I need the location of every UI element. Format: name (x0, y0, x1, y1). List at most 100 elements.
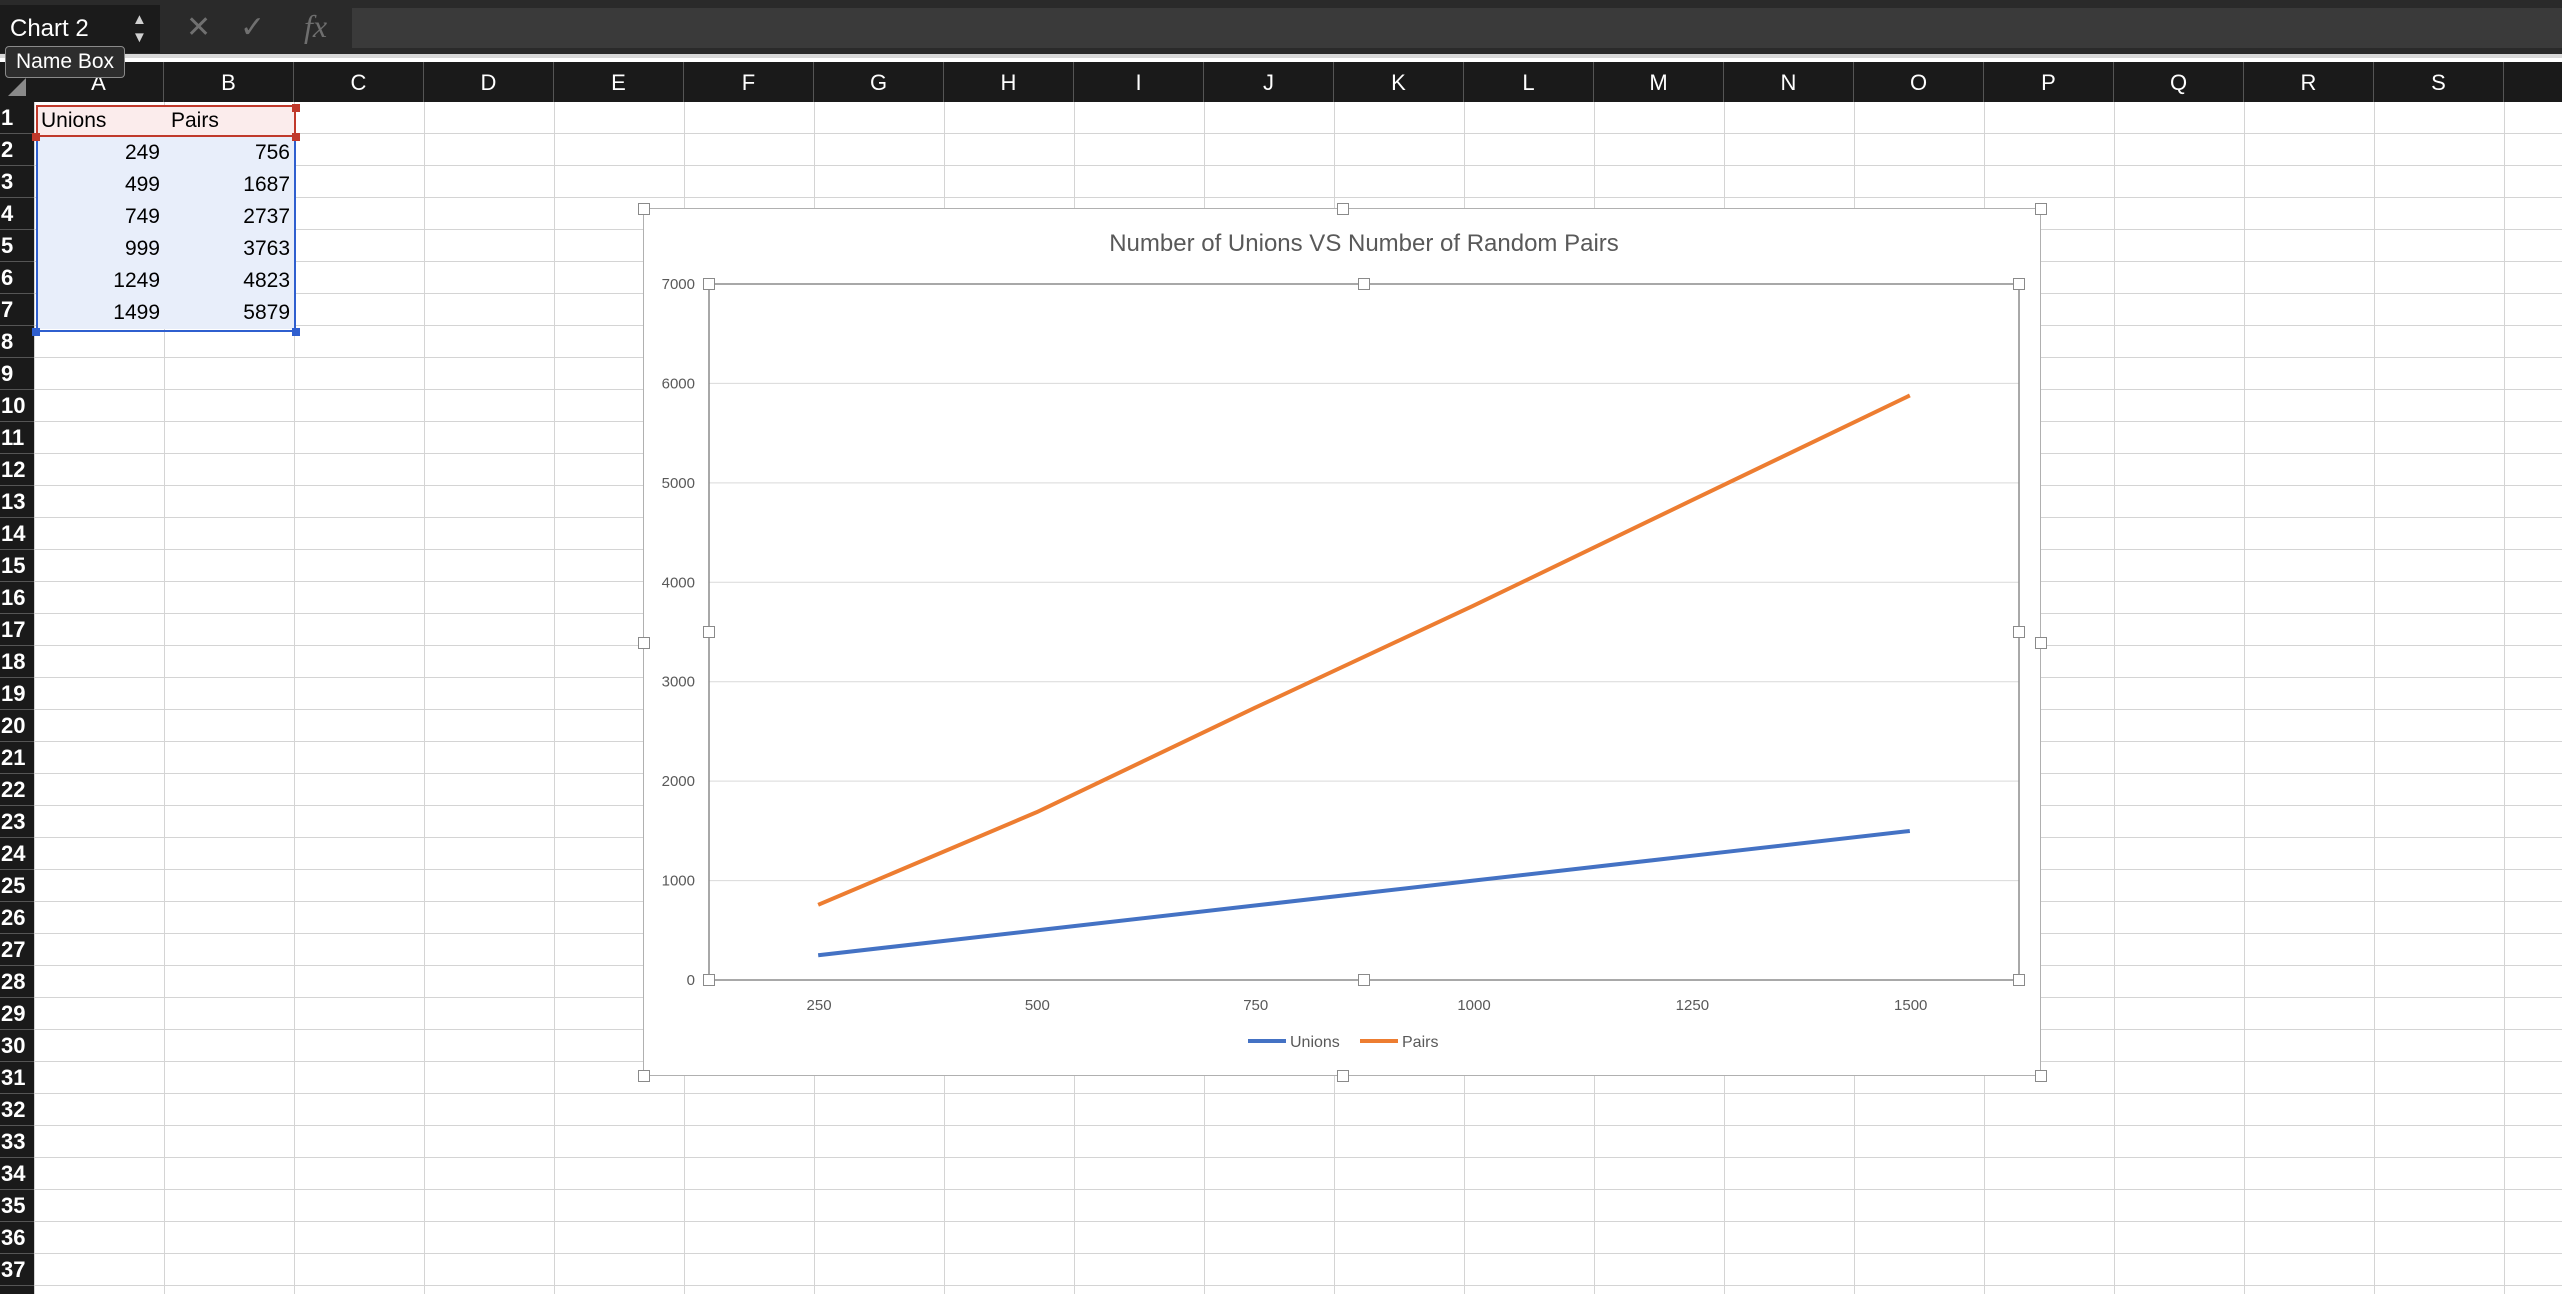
cell-value[interactable]: 1249 (36, 265, 166, 297)
function-icon[interactable]: fx (304, 8, 328, 44)
column-header-l[interactable]: L (1464, 62, 1594, 102)
row-header-26[interactable]: 26 (0, 902, 34, 934)
column-header-c[interactable]: C (294, 62, 424, 102)
row-header-5[interactable]: 5 (0, 230, 34, 262)
row-header-30[interactable]: 30 (0, 1030, 34, 1062)
plot-area-resize-handle[interactable] (703, 974, 715, 986)
plot-area-resize-handle[interactable] (2013, 278, 2025, 290)
plot-area-resize-handle[interactable] (1358, 278, 1370, 290)
y-tick-label: 7000 (662, 276, 695, 293)
row-header-2[interactable]: 2 (0, 134, 34, 166)
row-header-19[interactable]: 19 (0, 678, 34, 710)
row-header-3[interactable]: 3 (0, 166, 34, 198)
plot-area-resize-handle[interactable] (1358, 974, 1370, 986)
cell-value[interactable]: 3763 (166, 233, 296, 265)
check-icon[interactable]: ✓ (240, 11, 266, 44)
chart-frame[interactable]: Number of Unions VS Number of Random Pai… (638, 203, 2047, 1082)
column-header-b[interactable]: B (164, 62, 294, 102)
column-header-f[interactable]: F (684, 62, 814, 102)
row-header-16[interactable]: 16 (0, 582, 34, 614)
row-header-31[interactable]: 31 (0, 1062, 34, 1094)
column-header-p[interactable]: P (1984, 62, 2114, 102)
select-all-button[interactable] (0, 62, 34, 102)
row-header-21[interactable]: 21 (0, 742, 34, 774)
column-header-r[interactable]: R (2244, 62, 2374, 102)
column-header-o[interactable]: O (1854, 62, 1984, 102)
chart-resize-handle[interactable] (638, 1070, 650, 1082)
column-header-g[interactable]: G (814, 62, 944, 102)
cell-header[interactable]: Pairs (166, 105, 296, 137)
chart-resize-handle[interactable] (2035, 1070, 2047, 1082)
cell-value[interactable]: 4823 (166, 265, 296, 297)
row-header-12[interactable]: 12 (0, 454, 34, 486)
row-header-13[interactable]: 13 (0, 486, 34, 518)
cell-value[interactable]: 756 (166, 137, 296, 169)
column-header-i[interactable]: I (1074, 62, 1204, 102)
column-header-d[interactable]: D (424, 62, 554, 102)
selection-handle[interactable] (292, 104, 300, 112)
row-header-9[interactable]: 9 (0, 358, 34, 390)
row-header-28[interactable]: 28 (0, 966, 34, 998)
row-header-29[interactable]: 29 (0, 998, 34, 1030)
row-header-7[interactable]: 7 (0, 294, 34, 326)
name-box[interactable]: Chart 2 ▲ ▼ (0, 5, 160, 53)
column-header-s[interactable]: S (2374, 62, 2504, 102)
row-header-10[interactable]: 10 (0, 390, 34, 422)
row-header-23[interactable]: 23 (0, 806, 34, 838)
plot-area-resize-handle[interactable] (703, 278, 715, 290)
row-header-25[interactable]: 25 (0, 870, 34, 902)
selection-handle[interactable] (292, 328, 300, 336)
cell-value[interactable]: 5879 (166, 297, 296, 329)
row-header-15[interactable]: 15 (0, 550, 34, 582)
cell-value[interactable]: 1687 (166, 169, 296, 201)
row-header-20[interactable]: 20 (0, 710, 34, 742)
row-header-8[interactable]: 8 (0, 326, 34, 358)
chart-resize-handle[interactable] (2035, 637, 2047, 649)
row-header-14[interactable]: 14 (0, 518, 34, 550)
selection-handle[interactable] (32, 328, 40, 336)
cell-header[interactable]: Unions (36, 105, 166, 137)
row-header-37[interactable]: 37 (0, 1254, 34, 1286)
formula-input[interactable] (352, 8, 2562, 48)
column-header-k[interactable]: K (1334, 62, 1464, 102)
column-header-q[interactable]: Q (2114, 62, 2244, 102)
chart-resize-handle[interactable] (638, 203, 650, 215)
cell-value[interactable]: 999 (36, 233, 166, 265)
row-header-35[interactable]: 35 (0, 1190, 34, 1222)
row-header-27[interactable]: 27 (0, 934, 34, 966)
y-tick-label: 0 (687, 972, 695, 989)
chart-resize-handle[interactable] (2035, 203, 2047, 215)
row-header-34[interactable]: 34 (0, 1158, 34, 1190)
selection-handle[interactable] (32, 133, 40, 141)
cell-value[interactable]: 749 (36, 201, 166, 233)
row-header-32[interactable]: 32 (0, 1094, 34, 1126)
chart-resize-handle[interactable] (638, 637, 650, 649)
row-header-6[interactable]: 6 (0, 262, 34, 294)
row-header-18[interactable]: 18 (0, 646, 34, 678)
cell-value[interactable]: 499 (36, 169, 166, 201)
column-header-m[interactable]: M (1594, 62, 1724, 102)
row-header-36[interactable]: 36 (0, 1222, 34, 1254)
row-header-11[interactable]: 11 (0, 422, 34, 454)
column-header-e[interactable]: E (554, 62, 684, 102)
row-header-4[interactable]: 4 (0, 198, 34, 230)
row-header-24[interactable]: 24 (0, 838, 34, 870)
selection-handle[interactable] (292, 133, 300, 141)
chart-resize-handle[interactable] (1337, 1070, 1349, 1082)
column-header-n[interactable]: N (1724, 62, 1854, 102)
column-header-j[interactable]: J (1204, 62, 1334, 102)
row-header-1[interactable]: 1 (0, 102, 34, 134)
cell-value[interactable]: 1499 (36, 297, 166, 329)
plot-area-resize-handle[interactable] (703, 626, 715, 638)
cancel-icon[interactable]: ✕ (186, 11, 212, 44)
plot-area-resize-handle[interactable] (2013, 974, 2025, 986)
plot-area-resize-handle[interactable] (2013, 626, 2025, 638)
chart-resize-handle[interactable] (1337, 203, 1349, 215)
row-header-33[interactable]: 33 (0, 1126, 34, 1158)
column-header-h[interactable]: H (944, 62, 1074, 102)
row-header-22[interactable]: 22 (0, 774, 34, 806)
cell-value[interactable]: 2737 (166, 201, 296, 233)
cell-value[interactable]: 249 (36, 137, 166, 169)
row-header-17[interactable]: 17 (0, 614, 34, 646)
name-box-stepper-icon[interactable]: ▲ ▼ (132, 11, 147, 46)
